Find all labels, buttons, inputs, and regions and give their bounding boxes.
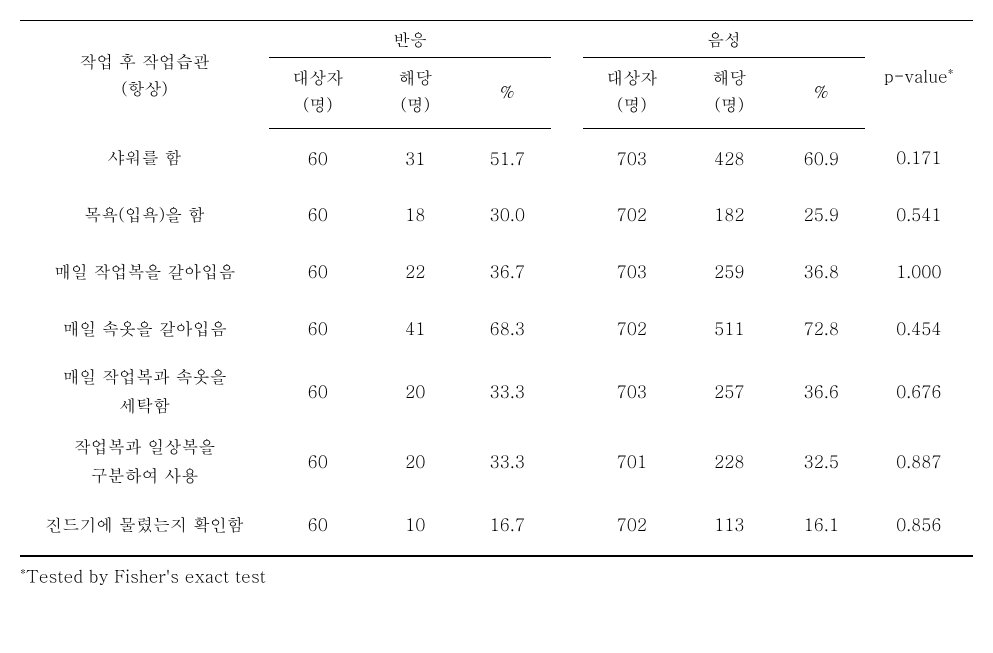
cell-g2_cnt: 511 xyxy=(681,300,778,357)
cell-g2_cnt: 257 xyxy=(681,356,778,426)
header-g2-pct: % xyxy=(778,58,865,129)
cell-gap xyxy=(551,356,583,426)
cell-g2_n: 703 xyxy=(583,129,680,186)
cell-g1_cnt: 18 xyxy=(367,186,464,243)
statistics-table: 작업 후 작업습관 (항상) 반응 음성 p-value* 대상자 (명) 해당 xyxy=(20,20,973,557)
row-label: 매일 속옷을 갈아입음 xyxy=(20,300,269,357)
cell-p: 0.454 xyxy=(865,300,973,357)
table-row: 목욕(입욕)을 함601830.0 70218225.90.541 xyxy=(20,186,973,243)
cell-g1_cnt: 31 xyxy=(367,129,464,186)
header-g2-cnt: 해당 (명) xyxy=(681,58,778,129)
cell-g1_n: 60 xyxy=(269,129,366,186)
row-label: 매일 작업복을 갈아입음 xyxy=(20,243,269,300)
cell-p: 0.887 xyxy=(865,426,973,496)
cell-gap xyxy=(551,496,583,556)
cell-gap xyxy=(551,426,583,496)
header-g1-pct: % xyxy=(464,58,551,129)
cell-g2_n: 703 xyxy=(583,243,680,300)
cell-g1_pct: 33.3 xyxy=(464,426,551,496)
cell-gap xyxy=(551,129,583,186)
cell-g2_pct: 32.5 xyxy=(778,426,865,496)
cell-g2_pct: 16.1 xyxy=(778,496,865,556)
table-row: 샤워를 함603151.7 70342860.90.171 xyxy=(20,129,973,186)
header-gap xyxy=(551,21,583,129)
row-label: 작업복과 일상복을구분하여 사용 xyxy=(20,426,269,496)
header-pvalue: p-value* xyxy=(865,21,973,129)
cell-p: 1.000 xyxy=(865,243,973,300)
cell-g1_n: 60 xyxy=(269,356,366,426)
cell-g2_pct: 25.9 xyxy=(778,186,865,243)
cell-p: 0.856 xyxy=(865,496,973,556)
header-g1-cnt: 해당 (명) xyxy=(367,58,464,129)
cell-g1_pct: 33.3 xyxy=(464,356,551,426)
header-pvalue-text: p-value xyxy=(884,63,948,87)
cell-g2_pct: 60.9 xyxy=(778,129,865,186)
table-footnote: *Tested by Fisher's exact test xyxy=(20,563,973,588)
header-row-label: 작업 후 작업습관 (항상) xyxy=(20,21,269,129)
row-label: 매일 작업복과 속옷을세탁함 xyxy=(20,356,269,426)
header-group-1: 반응 xyxy=(269,21,551,58)
header-pvalue-star: * xyxy=(948,63,954,80)
cell-g1_n: 60 xyxy=(269,243,366,300)
cell-g2_cnt: 428 xyxy=(681,129,778,186)
cell-g1_cnt: 20 xyxy=(367,426,464,496)
footnote-text: Tested by Fisher's exact test xyxy=(26,564,266,588)
row-label: 목욕(입욕)을 함 xyxy=(20,186,269,243)
cell-g2_n: 702 xyxy=(583,186,680,243)
cell-g1_pct: 68.3 xyxy=(464,300,551,357)
cell-g1_cnt: 20 xyxy=(367,356,464,426)
cell-g1_cnt: 22 xyxy=(367,243,464,300)
cell-p: 0.541 xyxy=(865,186,973,243)
cell-g1_pct: 16.7 xyxy=(464,496,551,556)
row-label: 샤워를 함 xyxy=(20,129,269,186)
cell-g1_pct: 36.7 xyxy=(464,243,551,300)
cell-g2_n: 701 xyxy=(583,426,680,496)
cell-gap xyxy=(551,300,583,357)
table-body: 샤워를 함603151.770342860.90.171목욕(입욕)을 함601… xyxy=(20,129,973,556)
table-row: 진드기에 물렸는지 확인함601016.7 70211316.10.856 xyxy=(20,496,973,556)
cell-g2_pct: 36.8 xyxy=(778,243,865,300)
cell-p: 0.676 xyxy=(865,356,973,426)
statistics-table-container: 작업 후 작업습관 (항상) 반응 음성 p-value* 대상자 (명) 해당 xyxy=(20,20,973,588)
header-group-2: 음성 xyxy=(583,21,865,58)
cell-g2_cnt: 228 xyxy=(681,426,778,496)
table-row: 매일 작업복과 속옷을세탁함602033.3 70325736.60.676 xyxy=(20,356,973,426)
cell-g2_cnt: 182 xyxy=(681,186,778,243)
row-label: 진드기에 물렸는지 확인함 xyxy=(20,496,269,556)
table-header: 작업 후 작업습관 (항상) 반응 음성 p-value* 대상자 (명) 해당 xyxy=(20,21,973,129)
cell-g1_n: 60 xyxy=(269,426,366,496)
cell-g2_pct: 36.6 xyxy=(778,356,865,426)
cell-g2_cnt: 113 xyxy=(681,496,778,556)
cell-gap xyxy=(551,243,583,300)
cell-g1_cnt: 41 xyxy=(367,300,464,357)
table-row: 매일 작업복을 갈아입음602236.7 70325936.81.000 xyxy=(20,243,973,300)
cell-g1_pct: 51.7 xyxy=(464,129,551,186)
header-g2-n: 대상자 (명) xyxy=(583,58,680,129)
table-row: 작업복과 일상복을구분하여 사용602033.3 70122832.50.887 xyxy=(20,426,973,496)
cell-g2_n: 702 xyxy=(583,496,680,556)
cell-g1_n: 60 xyxy=(269,300,366,357)
cell-g1_pct: 30.0 xyxy=(464,186,551,243)
cell-g2_cnt: 259 xyxy=(681,243,778,300)
cell-g2_n: 702 xyxy=(583,300,680,357)
table-row: 매일 속옷을 갈아입음604168.3 70251172.80.454 xyxy=(20,300,973,357)
cell-g2_n: 703 xyxy=(583,356,680,426)
cell-g2_pct: 72.8 xyxy=(778,300,865,357)
cell-g1_cnt: 10 xyxy=(367,496,464,556)
header-g1-n: 대상자 (명) xyxy=(269,58,366,129)
header-row-label-line1: 작업 후 작업습관 xyxy=(79,49,209,73)
cell-g1_n: 60 xyxy=(269,496,366,556)
header-row-label-line2: (항상) xyxy=(121,76,168,100)
cell-gap xyxy=(551,186,583,243)
cell-p: 0.171 xyxy=(865,129,973,186)
cell-g1_n: 60 xyxy=(269,186,366,243)
